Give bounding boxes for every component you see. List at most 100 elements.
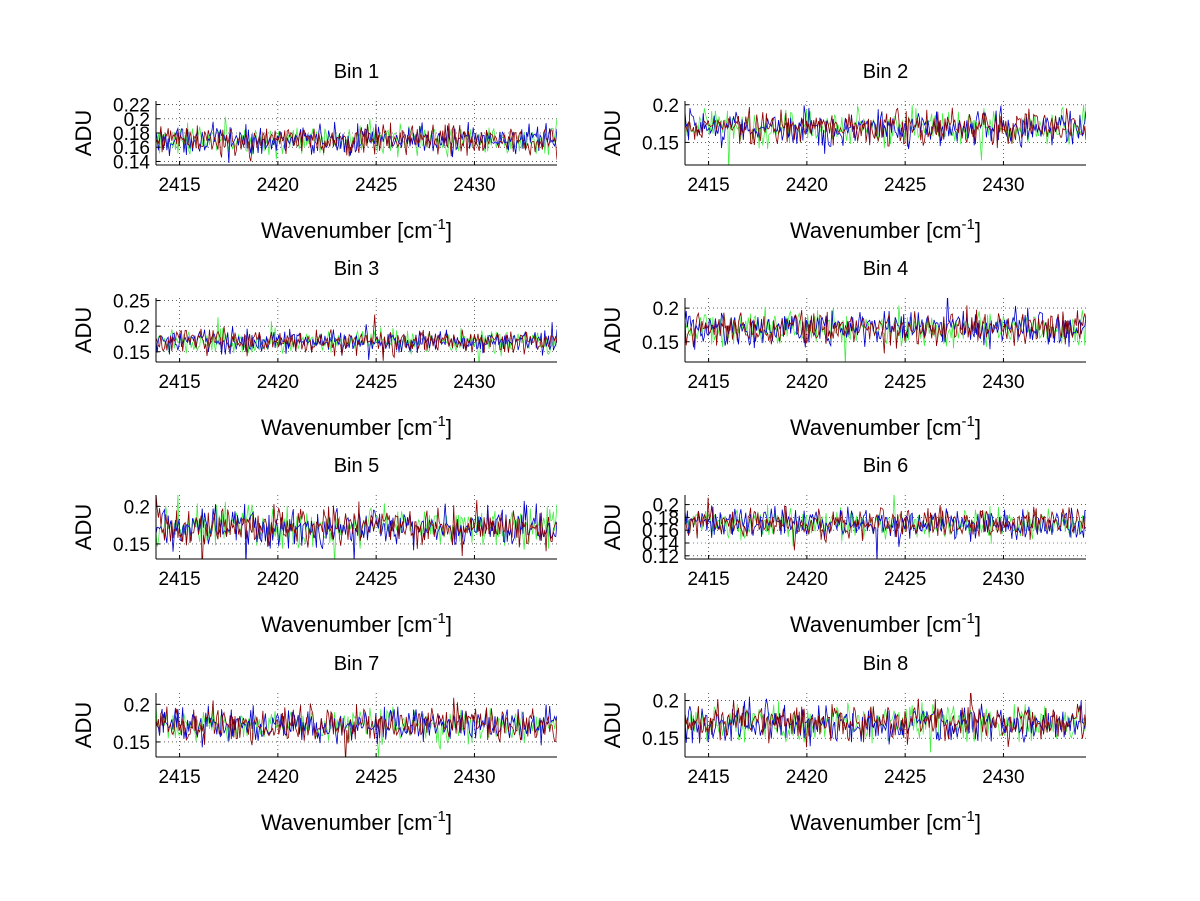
x-tick-label: 2430 [453,569,495,590]
x-tick-label: 2420 [786,569,828,590]
y-tick-label: 0.2 [124,497,150,518]
series-group [156,697,557,757]
series-line-2 [156,317,557,362]
x-tick-label: 2415 [687,767,729,788]
x-axis-label: Wavenumber [cm-1] [261,413,452,440]
x-tick-label: 2415 [158,372,200,393]
y-tick-label: 0.14 [642,534,679,555]
subplot-bin-2: 2415 2420 2425 2430 0.15 0.2 Bin 2 ADU Wavenumbe… [600,61,1086,243]
subplot-title: Bin 5 [334,455,380,477]
x-tick-label: 2430 [982,372,1024,393]
series-group [156,116,557,164]
x-tick-label: 2430 [982,175,1024,196]
x-tick-label: 2430 [982,569,1024,590]
series-group [685,495,1086,559]
subplot-title: Bin 3 [334,258,380,280]
x-tick-label: 2420 [257,175,299,196]
series-line-2 [685,104,1086,165]
y-tick-label: 0.18 [113,124,150,145]
x-tick-label: 2415 [687,175,729,196]
y-axis-label: ADU [600,307,625,353]
series-group [685,104,1086,165]
subplot-bin-8: 2415 2420 2425 2430 0.15 0.2 Bin 8 ADU Wavenumbe… [600,653,1086,835]
series-line-1 [685,696,1086,747]
y-tick-label: 0.2 [653,692,679,713]
y-axis-label: ADU [600,504,625,550]
x-axis-label: Wavenumber [cm-1] [790,610,981,637]
x-tick-label: 2425 [355,569,397,590]
y-tick-label: 0.15 [113,535,150,556]
y-tick-label: 0.2 [124,110,150,131]
subplot-title: Bin 6 [863,455,909,477]
series-group [156,314,557,362]
x-tick-label: 2425 [355,175,397,196]
x-tick-label: 2430 [453,372,495,393]
x-tick-label: 2425 [884,372,926,393]
subplot-title: Bin 2 [863,61,909,83]
series-line-1 [156,500,557,559]
x-axis-label: Wavenumber [cm-1] [261,610,452,637]
x-tick-label: 2415 [687,569,729,590]
series-line-3 [685,106,1086,149]
x-tick-label: 2420 [786,372,828,393]
x-tick-label: 2430 [453,175,495,196]
y-axis-label: ADU [71,702,96,748]
y-axis-label: ADU [600,110,625,156]
y-tick-label: 0.15 [642,729,679,750]
subplot-bin-3: 2415 2420 2425 2430 0.15 0.2 0.25 Bin 3 ADU Waven… [71,258,557,440]
y-tick-label: 0.12 [642,547,679,568]
series-line-3 [156,495,557,559]
x-tick-label: 2425 [884,767,926,788]
x-tick-label: 2420 [257,569,299,590]
series-line-3 [685,497,1086,551]
y-tick-label: 0.2 [653,496,679,517]
y-tick-label: 0.2 [653,299,679,320]
x-axis-label: Wavenumber [cm-1] [790,808,981,835]
subplot-title: Bin 1 [334,61,380,83]
y-tick-label: 0.16 [113,138,150,159]
series-line-3 [685,693,1086,748]
subplot-bin-7: 2415 2420 2425 2430 0.15 0.2 Bin 7 ADU Wavenumbe… [71,653,557,835]
y-tick-label: 0.15 [113,733,150,754]
x-tick-label: 2425 [884,569,926,590]
y-axis-label: ADU [71,110,96,156]
x-tick-label: 2425 [355,767,397,788]
series-line-1 [685,105,1086,154]
y-tick-label: 0.2 [124,317,150,338]
y-tick-label: 0.15 [113,343,150,364]
series-line-3 [156,697,557,757]
series-group [685,298,1086,362]
y-axis-label: ADU [71,504,96,550]
subplot-title: Bin 7 [334,653,380,675]
x-tick-label: 2425 [884,175,926,196]
y-tick-label: 0.15 [642,333,679,354]
x-tick-label: 2420 [257,767,299,788]
x-tick-label: 2420 [257,372,299,393]
y-axis-label: ADU [600,702,625,748]
y-axis-label: ADU [71,307,96,353]
subplot-title: Bin 4 [863,258,909,280]
x-tick-label: 2420 [786,767,828,788]
y-tick-label: 0.14 [113,152,150,173]
y-tick-label: 0.18 [642,508,679,529]
x-axis-label: Wavenumber [cm-1] [790,413,981,440]
x-tick-label: 2415 [687,372,729,393]
subplot-bin-1: 2415 2420 2425 2430 0.140.160.180.20.22 Bin 1… [71,61,557,243]
series-group [156,495,557,559]
y-tick-label: 0.16 [642,521,679,542]
series-line-1 [685,505,1086,559]
x-tick-label: 2415 [158,569,200,590]
y-tick-label: 0.22 [113,96,150,117]
series-line-3 [156,314,557,361]
series-group [685,693,1086,753]
subplot-bin-4: 2415 2420 2425 2430 0.15 0.2 Bin 4 ADU Wavenumbe… [600,258,1086,440]
x-axis-label: Wavenumber [cm-1] [790,216,981,243]
y-tick-label: 0.15 [642,133,679,154]
y-tick-label: 0.25 [113,292,150,313]
series-line-2 [685,305,1086,362]
subplot-bin-6: 2415 2420 2425 2430 0.120.140.160.180.2 Bin 6… [600,455,1086,637]
x-axis-label: Wavenumber [cm-1] [261,808,452,835]
y-tick-label: 0.2 [124,695,150,716]
x-tick-label: 2430 [453,767,495,788]
